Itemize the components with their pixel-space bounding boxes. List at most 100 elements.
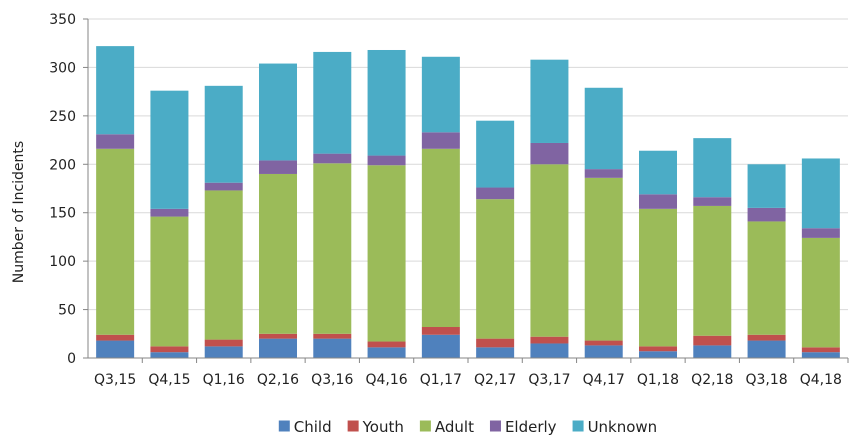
bar-segment-elderly: [747, 207, 786, 222]
y-tick-label: 300: [49, 60, 76, 76]
bar-segment-elderly: [367, 155, 406, 166]
bar-segment-youth: [421, 327, 460, 335]
legend-item-child: Child: [278, 418, 332, 436]
bar-segment-youth: [204, 339, 243, 347]
bar-segment-youth: [150, 346, 189, 353]
legend-label: Unknown: [588, 418, 658, 436]
y-tick-label: 250: [49, 109, 76, 125]
bar-segment-youth: [96, 334, 135, 341]
bar-segment-adult: [584, 177, 623, 341]
legend-swatch: [278, 420, 290, 432]
y-axis-title: Number of Incidents: [11, 141, 27, 283]
y-tick-labels: 0 50 100 150 200 250 300 350: [49, 12, 88, 367]
bar-segment-child: [476, 347, 515, 358]
bar-segment-elderly: [96, 134, 135, 149]
x-tick-label: Q4,17: [583, 372, 625, 388]
bar-segment-unknown: [204, 85, 243, 183]
x-tick-label: Q1,18: [637, 372, 679, 388]
bar-segment-youth: [584, 340, 623, 346]
x-tick-label: Q1,16: [203, 372, 245, 388]
bar-segment-adult: [150, 216, 189, 347]
x-tick-label: Q1,17: [420, 372, 462, 388]
bar-segment-elderly: [530, 142, 569, 165]
bar-segment-elderly: [150, 208, 189, 217]
bar-segment-child: [693, 345, 732, 358]
bar-segment-adult: [204, 190, 243, 340]
bar-segment-unknown: [96, 46, 135, 135]
y-tick-label: 100: [49, 254, 76, 270]
bar-segment-unknown: [313, 51, 352, 154]
bar-segment-elderly: [584, 169, 623, 178]
y-tick-label: 150: [49, 206, 76, 222]
bar-segment-unknown: [530, 59, 569, 143]
bar-segment-youth: [693, 335, 732, 346]
bar-segment-unknown: [801, 158, 840, 229]
bar-segment-elderly: [204, 182, 243, 191]
x-tick-label: Q4,15: [148, 372, 190, 388]
x-tick-label: Q2,16: [257, 372, 299, 388]
bar-segment-child: [801, 352, 840, 358]
bar-segment-adult: [801, 237, 840, 348]
x-tick-label: Q2,18: [691, 372, 733, 388]
legend-label: Adult: [435, 418, 474, 436]
bar-segment-elderly: [639, 194, 677, 209]
legend-swatch: [572, 420, 584, 432]
bar-segment-adult: [421, 148, 460, 328]
bar-segment-child: [367, 347, 406, 358]
bar-segment-elderly: [476, 187, 515, 200]
bar-segment-unknown: [421, 56, 460, 133]
legend-label: Child: [294, 418, 332, 436]
legend-label: Youth: [362, 418, 404, 436]
x-tick-label: Q3,15: [94, 372, 136, 388]
bar-segment-unknown: [747, 164, 786, 208]
bar-segment-adult: [693, 205, 732, 336]
bar-segment-youth: [801, 347, 840, 353]
bar-segment-child: [259, 338, 297, 358]
x-tick-labels: Q3,15 Q4,15 Q1,16 Q2,16 Q3,16 Q4,16 Q1,17 Q2,17…: [94, 358, 849, 388]
x-tick-label: Q3,16: [311, 372, 353, 388]
y-tick-label: 50: [58, 303, 76, 319]
bar-segment-unknown: [584, 87, 623, 170]
bar-segment-child: [150, 352, 189, 358]
axes: [87, 19, 848, 359]
bar-segment-youth: [367, 341, 406, 348]
bar-segment-adult: [96, 148, 135, 335]
bar-segment-elderly: [801, 228, 840, 238]
bar-segment-adult: [313, 163, 352, 334]
bar-segment-unknown: [259, 63, 297, 161]
bar-segment-unknown: [693, 138, 732, 198]
bar-segment-youth: [259, 333, 297, 339]
legend-item-youth: Youth: [347, 418, 404, 436]
y-tick-label: 200: [49, 157, 76, 173]
bar-segment-unknown: [367, 49, 406, 156]
x-tick-label: Q4,18: [800, 372, 842, 388]
bar-segment-elderly: [259, 160, 297, 174]
bar-segment-unknown: [639, 150, 677, 195]
bar-segment-child: [530, 343, 569, 358]
bar-segment-youth: [476, 338, 515, 348]
x-tick-label: Q3,17: [528, 372, 570, 388]
bar-segment-unknown: [150, 90, 189, 209]
x-tick-label: Q2,17: [474, 372, 516, 388]
bar-segment-youth: [639, 346, 677, 352]
bar-segment-youth: [747, 334, 786, 341]
legend: Child Youth Adult Elderly Unknown: [278, 418, 658, 436]
legend-item-adult: Adult: [419, 418, 474, 436]
bar-segment-adult: [476, 199, 515, 339]
legend-label: Elderly: [505, 418, 557, 436]
bar-segment-elderly: [693, 197, 732, 206]
legend-item-elderly: Elderly: [489, 418, 557, 436]
y-tick-label: 350: [49, 12, 76, 28]
legend-swatch: [489, 420, 501, 432]
bar-segment-child: [204, 346, 243, 358]
bar-segment-adult: [259, 173, 297, 334]
bar-segment-adult: [747, 221, 786, 335]
bar-segment-unknown: [476, 120, 515, 188]
bar-segment-child: [421, 334, 460, 358]
bar-segment-adult: [530, 164, 569, 337]
bars: [96, 46, 840, 358]
bar-segment-elderly: [421, 132, 460, 149]
legend-swatch: [419, 420, 431, 432]
y-tick-label: 0: [67, 351, 76, 367]
